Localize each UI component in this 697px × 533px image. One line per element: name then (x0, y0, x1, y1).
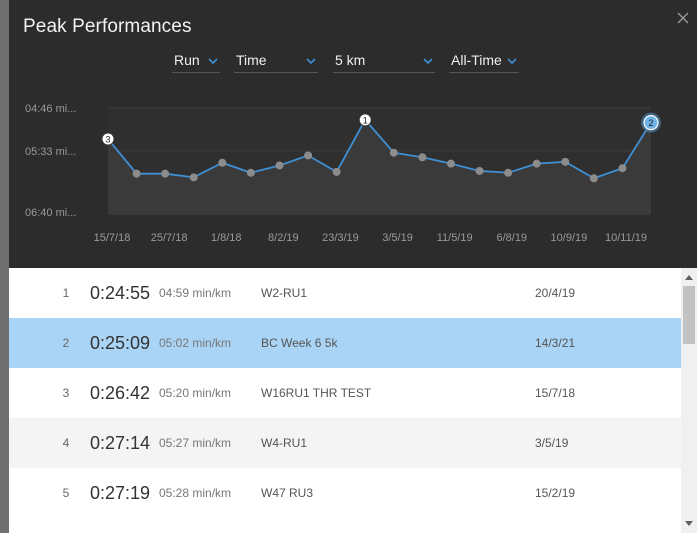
pace-chart[interactable]: 04:46 mi... 05:33 mi... 06:40 mi... 3 1 2 15/7… (9, 90, 697, 260)
table-row[interactable]: 5 0:27:19 05:28 min/km W47 RU3 15/2/19 (9, 468, 681, 518)
y-tick-label: 05:33 mi... (25, 146, 76, 158)
dialog-title: Peak Performances (23, 16, 192, 37)
metric-dropdown[interactable]: Time (234, 50, 318, 73)
pace-cell: 05:20 min/km (159, 386, 232, 400)
rank-marker[interactable] (101, 132, 115, 146)
rank-cell: 1 (62, 286, 70, 300)
series-line (107, 118, 652, 180)
peak-performances-dialog: Peak Performances Run Time 5 km All-Time… (9, 0, 697, 533)
table-row[interactable]: 3 0:26:42 05:20 min/km W16RU1 THR TEST 15/7/… (9, 368, 681, 418)
chevron-down-icon (306, 58, 316, 64)
metric-dropdown-value: Time (236, 52, 267, 68)
chevron-down-icon (208, 58, 218, 64)
time-cell: 0:26:42 (90, 383, 151, 403)
time-cell: 0:27:14 (90, 433, 151, 453)
x-tick-label: 11/5/19 (437, 232, 473, 244)
time-cell: 0:24:55 (90, 283, 151, 303)
data-point[interactable] (532, 159, 541, 168)
results-table: 1 0:24:55 04:59 min/km W2-RU1 20/4/19 2 0:25:0… (9, 268, 681, 533)
activity-name-cell: W16RU1 THR TEST (261, 386, 372, 400)
data-point[interactable] (589, 174, 598, 183)
activity-name-cell: BC Week 6 5k (261, 336, 338, 350)
data-point[interactable] (332, 167, 341, 176)
data-point[interactable] (618, 164, 627, 173)
date-cell: 15/2/19 (535, 486, 576, 500)
x-tick-label: 10/9/19 (551, 232, 588, 244)
rank-marker-label: 3 (105, 135, 110, 145)
close-icon[interactable] (675, 10, 691, 26)
data-point[interactable] (561, 157, 570, 166)
x-tick-label: 8/2/19 (268, 232, 299, 244)
date-cell: 14/3/21 (535, 336, 576, 350)
y-tick-label: 06:40 mi... (25, 207, 76, 219)
pace-cell: 05:27 min/km (159, 436, 232, 450)
series-area (108, 119, 651, 215)
pace-cell: 04:59 min/km (159, 286, 232, 300)
time-cell: 0:25:09 (90, 333, 151, 353)
period-dropdown-value: All-Time (451, 52, 502, 68)
data-point[interactable] (246, 168, 255, 177)
distance-dropdown-value: 5 km (335, 52, 366, 68)
rank-cell: 3 (62, 386, 70, 400)
pace-cell: 05:02 min/km (159, 336, 232, 350)
filter-bar: Run Time 5 km All-Time (9, 50, 697, 73)
table-row[interactable]: 2 0:25:09 05:02 min/km BC Week 6 5k 14/3/21 (9, 318, 681, 368)
x-tick-label: 10/11/19 (605, 232, 647, 244)
data-point[interactable] (218, 158, 227, 167)
data-point[interactable] (446, 159, 455, 168)
y-tick-label: 04:46 mi... (25, 103, 76, 115)
chevron-down-icon (423, 58, 433, 64)
scrollbar-thumb[interactable] (683, 286, 695, 344)
activity-name-cell: W4-RU1 (261, 436, 308, 450)
date-cell: 15/7/18 (535, 386, 576, 400)
data-point[interactable] (132, 169, 141, 178)
x-tick-label: 25/7/18 (151, 232, 188, 244)
time-cell: 0:27:19 (90, 483, 151, 503)
rank-cell: 4 (62, 436, 70, 450)
rank-cell: 5 (62, 486, 70, 500)
date-cell: 3/5/19 (535, 436, 569, 450)
sport-dropdown-value: Run (174, 52, 200, 68)
activity-name-cell: W47 RU3 (261, 486, 314, 500)
x-tick-label: 3/5/19 (382, 232, 413, 244)
x-tick-label: 23/3/19 (322, 232, 359, 244)
pace-cell: 05:28 min/km (159, 486, 232, 500)
rank-marker-label: 1 (363, 115, 368, 125)
table-row[interactable]: 1 0:24:55 04:59 min/km W2-RU1 20/4/19 (9, 268, 681, 318)
data-point[interactable] (418, 153, 427, 162)
data-point[interactable] (161, 169, 170, 178)
scroll-down-arrow-icon[interactable] (685, 521, 693, 527)
data-point[interactable] (389, 148, 398, 157)
date-cell: 20/4/19 (535, 286, 576, 300)
data-point[interactable] (504, 168, 513, 177)
distance-dropdown[interactable]: 5 km (333, 50, 435, 73)
rank-marker[interactable] (643, 114, 659, 131)
table-row[interactable]: 4 0:27:14 05:27 min/km W4-RU1 3/5/19 (9, 418, 681, 468)
rank-cell: 2 (62, 336, 70, 350)
chevron-down-icon (507, 58, 517, 64)
activity-name-cell: W2-RU1 (261, 286, 308, 300)
scroll-up-arrow-icon[interactable] (685, 274, 693, 280)
scrollbar[interactable] (681, 268, 697, 533)
background-page (0, 0, 9, 533)
x-tick-label: 6/8/19 (496, 232, 527, 244)
x-tick-label: 1/8/18 (211, 232, 242, 244)
sport-dropdown[interactable]: Run (172, 50, 220, 73)
rank-marker[interactable] (358, 113, 372, 127)
period-dropdown[interactable]: All-Time (449, 50, 519, 73)
x-tick-label: 15/7/18 (94, 232, 131, 244)
data-point[interactable] (304, 151, 313, 160)
rank-marker-label: 2 (648, 118, 653, 128)
data-point[interactable] (475, 166, 484, 175)
data-point[interactable] (275, 161, 284, 170)
data-point[interactable] (189, 173, 198, 182)
